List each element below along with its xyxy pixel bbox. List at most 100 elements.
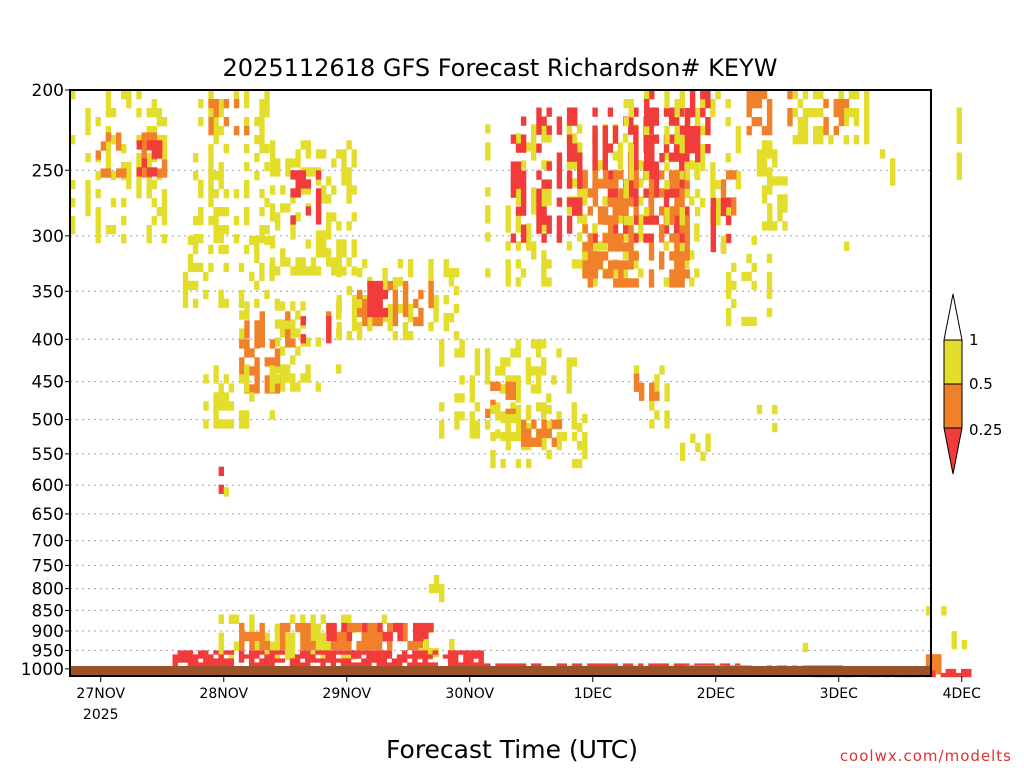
cell-16	[500, 357, 506, 367]
cell-7	[249, 235, 255, 246]
cell-20	[515, 223, 522, 233]
cell-21	[515, 143, 522, 153]
cell-3	[213, 126, 219, 136]
cell-18	[561, 431, 568, 442]
cell-11	[305, 364, 311, 374]
cell-0	[85, 189, 91, 199]
cell-47	[238, 658, 245, 663]
cell-7	[182, 289, 189, 300]
cell-8	[397, 304, 404, 314]
cell-44	[239, 631, 245, 642]
cell-21	[628, 116, 634, 126]
cell-3	[244, 144, 250, 154]
cell-22	[587, 269, 593, 279]
cell-3	[218, 207, 224, 217]
cell-47	[208, 662, 214, 667]
cell-21	[520, 116, 527, 126]
cell-22	[659, 170, 665, 180]
cell-16	[495, 411, 501, 421]
cell-10	[372, 307, 378, 318]
cell-5	[341, 248, 347, 258]
cell-44	[264, 640, 270, 651]
cell-18	[582, 440, 588, 451]
cell-23	[700, 99, 706, 109]
cell-3	[223, 207, 229, 217]
cell-8	[367, 313, 373, 323]
cell-16	[556, 348, 562, 358]
cell-20	[546, 196, 552, 206]
cell-22	[648, 242, 655, 252]
cell-3	[208, 171, 214, 181]
cell-47	[345, 650, 352, 655]
cell-23	[674, 126, 680, 136]
cell-3	[259, 117, 265, 127]
cell-3	[244, 207, 250, 217]
cell-28	[710, 242, 716, 253]
cell-5	[346, 221, 352, 231]
cell-21	[653, 215, 659, 225]
cell-16	[566, 357, 572, 367]
cell-21	[520, 170, 527, 180]
cell-5	[341, 158, 347, 168]
cell-8	[428, 268, 434, 278]
cell-21	[602, 152, 608, 162]
cell-7	[208, 262, 214, 273]
cell-16	[439, 429, 445, 439]
cell-3	[233, 189, 240, 199]
cell-55	[931, 662, 937, 667]
cell-9	[402, 298, 409, 309]
cell-47	[361, 650, 367, 655]
cell-18	[556, 431, 562, 442]
cell-5	[326, 176, 332, 186]
cell-45	[377, 622, 383, 633]
cell-33	[767, 167, 773, 177]
cell-47	[381, 662, 387, 667]
cell-44	[402, 622, 408, 633]
cell-7	[238, 262, 245, 273]
cell-21	[628, 188, 634, 198]
cell-24	[684, 117, 691, 127]
cell-0	[121, 162, 127, 172]
cell-17	[505, 381, 511, 391]
cell-47	[371, 654, 377, 659]
cell-26	[649, 382, 655, 392]
cell-24	[695, 126, 701, 136]
cell-7	[243, 244, 250, 255]
cell-0	[95, 234, 101, 244]
cell-47	[228, 662, 234, 667]
cell-7	[254, 253, 260, 264]
cell-2	[136, 167, 142, 177]
cell-21	[572, 143, 578, 153]
cell-43	[310, 623, 316, 633]
cell-23	[664, 180, 670, 190]
cell-2	[146, 140, 153, 150]
cell-43	[290, 614, 296, 624]
cell-47	[468, 650, 474, 655]
cell-18	[515, 404, 522, 415]
cell-41	[223, 487, 230, 497]
cell-5	[295, 212, 301, 222]
cell-20	[485, 187, 491, 197]
cell-21	[541, 179, 547, 189]
cell-3	[233, 234, 240, 244]
cell-3	[213, 225, 219, 235]
cell-22	[623, 278, 629, 288]
cell-7	[259, 271, 265, 282]
cell-20	[582, 214, 588, 224]
cell-9	[428, 298, 434, 309]
cell-9	[413, 316, 419, 327]
cell-30	[756, 90, 763, 100]
cell-21	[653, 179, 659, 189]
cell-1	[151, 132, 158, 142]
cell-22	[648, 278, 655, 288]
cell-22	[608, 197, 614, 207]
cell-19	[531, 437, 537, 447]
cell-21	[546, 161, 552, 171]
cell-32	[823, 98, 829, 109]
cell-5	[300, 185, 306, 195]
cell-31	[813, 135, 819, 145]
cell-47	[473, 662, 479, 667]
cell-14	[274, 384, 281, 394]
cell-8	[433, 313, 439, 323]
cell-0	[146, 153, 152, 163]
